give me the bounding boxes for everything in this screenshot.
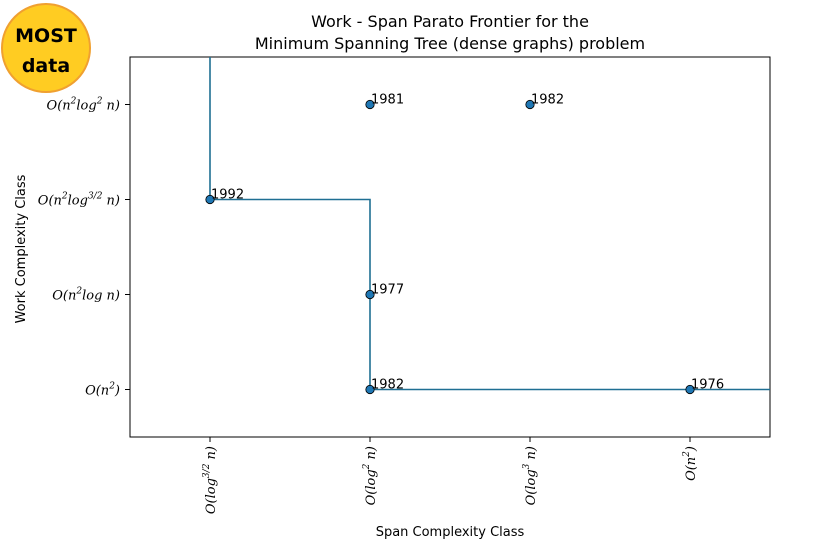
y-tick-label-sup: 2	[61, 192, 68, 202]
y-tick-label-part: O(n	[47, 99, 71, 114]
y-tick-label: O(n2log n)	[52, 287, 120, 304]
x-tick-label: O(log2 n)	[362, 446, 379, 505]
x-tick-label-rest: n)	[524, 446, 539, 464]
logo-badge	[1, 3, 91, 93]
title-line-2: Minimum Spanning Tree (dense graphs) pro…	[255, 34, 645, 53]
y-tick-label-sup: 3/2	[88, 192, 103, 202]
x-tick-label: O(log3/2 n)	[202, 446, 219, 514]
x-tick-label-rest: n)	[204, 446, 219, 464]
x-tick-label-base: O(n	[684, 457, 699, 481]
point-annotation: 1992	[211, 188, 244, 203]
x-tick-label-sup: 2	[362, 463, 372, 470]
y-tick-label-part: )	[114, 384, 120, 399]
data-point	[205, 194, 215, 205]
data-point	[365, 99, 375, 110]
y-tick-label-part: O(n	[85, 384, 109, 399]
y-tick-label-part: log n)	[82, 289, 120, 304]
y-tick-label-sup: 2	[75, 287, 82, 297]
title-line-1: Work - Span Parato Frontier for the	[311, 12, 589, 31]
x-axis-ticks: O(log3/2 n)O(log2 n)O(log3 n)O(n2)	[202, 437, 699, 514]
x-tick-label-rest: n)	[364, 446, 379, 464]
point-annotation: 1981	[371, 93, 404, 108]
point-annotation: 1982	[371, 378, 404, 393]
y-tick-label-sup: 2	[108, 382, 115, 392]
logo-text-line-1: MOST	[15, 25, 77, 47]
plot-area	[129, 56, 771, 438]
logo-text-line-2: data	[22, 55, 70, 77]
y-tick-label-part: log	[68, 194, 88, 209]
x-tick-label: O(n2)	[682, 446, 699, 481]
y-tick-label-sup: 2	[96, 97, 103, 107]
logo: MOST data	[1, 3, 91, 93]
y-axis-ticks: O(n2)O(n2log n)O(n2log3/2 n)O(n2log2 n)	[38, 97, 130, 399]
y-axis-label: Work Complexity Class	[14, 174, 29, 323]
y-tick-label-part: O(n	[38, 194, 62, 209]
x-tick-label-base: O(log	[204, 478, 219, 514]
y-tick-label: O(n2)	[85, 382, 120, 399]
x-tick-label-base: O(log	[524, 469, 539, 505]
y-tick-label-sup: 2	[70, 97, 77, 107]
x-tick-label: O(log3 n)	[522, 446, 539, 505]
pareto-frontier	[209, 57, 770, 391]
x-tick-label-rest: )	[684, 446, 699, 452]
x-tick-label-sup: 3/2	[202, 463, 212, 478]
frontier-line	[209, 57, 770, 391]
point-annotation: 1976	[691, 378, 724, 393]
x-tick-label-sup: 3	[522, 463, 532, 469]
title: Work - Span Parato Frontier for the Mini…	[255, 12, 645, 53]
x-tick-label-sup: 2	[682, 451, 692, 458]
y-tick-label-part: O(n	[52, 289, 76, 304]
y-tick-label: O(n2log3/2 n)	[38, 192, 120, 209]
y-tick-label-part: log	[76, 99, 96, 114]
y-tick-label-part: n)	[102, 194, 120, 209]
point-annotations: 1981 1982 1992 1977 1982 1976	[211, 93, 724, 393]
data-point	[685, 384, 695, 395]
x-tick-label-base: O(log	[364, 469, 379, 505]
data-points	[205, 99, 695, 395]
data-point	[365, 384, 375, 395]
y-tick-label-part: n)	[102, 99, 120, 114]
x-axis-label: Span Complexity Class	[376, 525, 525, 540]
point-annotation: 1982	[531, 93, 564, 108]
data-point	[365, 289, 375, 300]
data-point	[525, 99, 535, 110]
point-annotation: 1977	[371, 283, 404, 298]
y-tick-label: O(n2log2 n)	[47, 97, 120, 114]
